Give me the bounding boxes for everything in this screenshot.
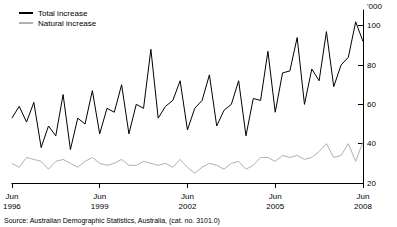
- svg-text:Natural increase: Natural increase: [38, 19, 97, 28]
- svg-text:1999: 1999: [91, 202, 109, 211]
- svg-text:Jun: Jun: [357, 192, 370, 201]
- svg-text:1996: 1996: [3, 202, 21, 211]
- svg-text:80: 80: [367, 61, 376, 70]
- svg-text:2008: 2008: [354, 202, 372, 211]
- svg-text:Source: Australian Demographic: Source: Australian Demographic Statistic…: [4, 217, 220, 225]
- svg-text:Jun: Jun: [5, 192, 18, 201]
- svg-text:2005: 2005: [266, 202, 284, 211]
- svg-text:Jun: Jun: [181, 192, 194, 201]
- svg-text:20: 20: [367, 179, 376, 188]
- svg-text:Total increase: Total increase: [38, 9, 88, 18]
- svg-text:60: 60: [367, 100, 376, 109]
- svg-text:100: 100: [367, 21, 381, 30]
- svg-text:40: 40: [367, 139, 376, 148]
- svg-text:'000: '000: [367, 2, 382, 11]
- svg-text:Jun: Jun: [93, 192, 106, 201]
- svg-text:Jun: Jun: [269, 192, 282, 201]
- svg-text:2002: 2002: [179, 202, 197, 211]
